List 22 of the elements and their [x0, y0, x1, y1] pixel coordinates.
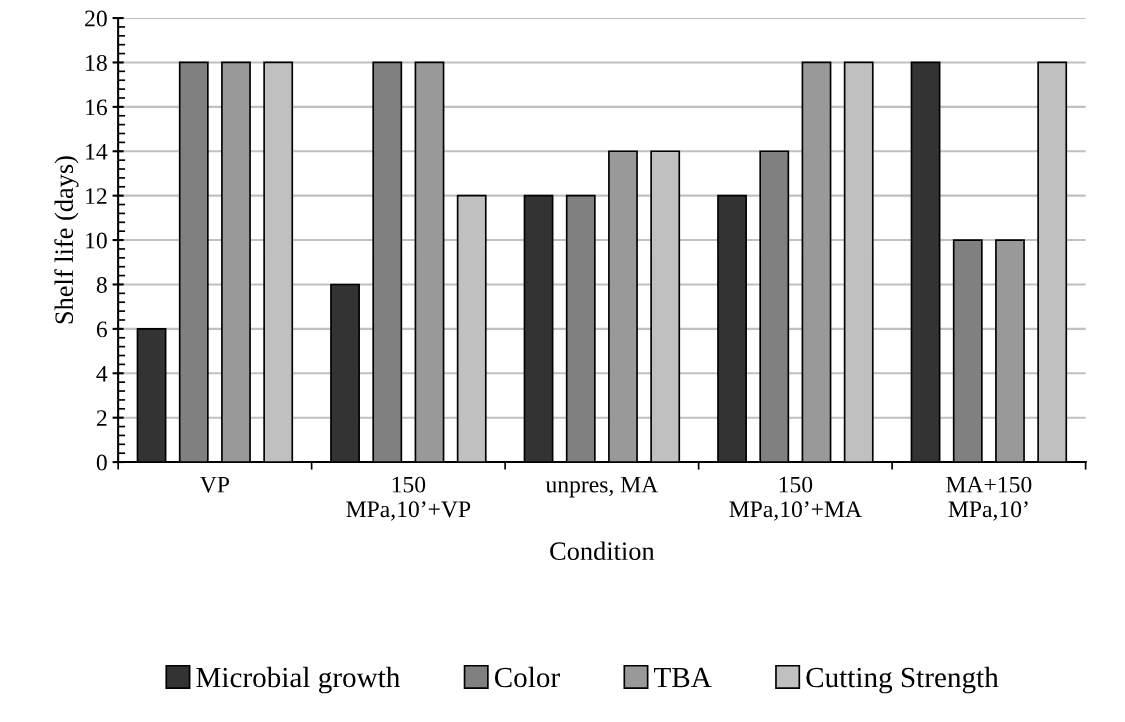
x-tick-label: MA+150 MPa,10’ — [946, 476, 1032, 521]
legend-label: Color — [494, 666, 560, 688]
y-tick-label: 12 — [86, 188, 107, 204]
y-tick-label: 0 — [96, 454, 107, 471]
legend-label: TBA — [654, 667, 712, 688]
y-tick-label: 8 — [96, 276, 107, 293]
x-tick-label: VP — [200, 476, 230, 493]
legend-label: Cutting Strength — [806, 666, 999, 694]
y-tick-label: 6 — [96, 321, 107, 338]
y-tick-label: 2 — [96, 410, 107, 426]
y-tick-label: 18 — [86, 54, 107, 71]
x-tick-label: 150 MPa,10’+MA — [729, 476, 862, 521]
x-tick-label: 150 MPa,10’+VP — [346, 476, 471, 521]
y-tick-label: 20 — [85, 10, 107, 27]
x-tick-label: unpres, MA — [545, 476, 659, 498]
x-axis-title: Condition — [550, 541, 655, 561]
legend-label: Microbial growth — [196, 666, 400, 694]
y-tick-label: 14 — [86, 143, 108, 160]
y-tick-label: 10 — [86, 232, 107, 249]
y-tick-label: 16 — [86, 99, 107, 116]
y-axis-title: Shelf life (days) — [54, 156, 79, 324]
y-tick-label: 4 — [96, 365, 108, 382]
